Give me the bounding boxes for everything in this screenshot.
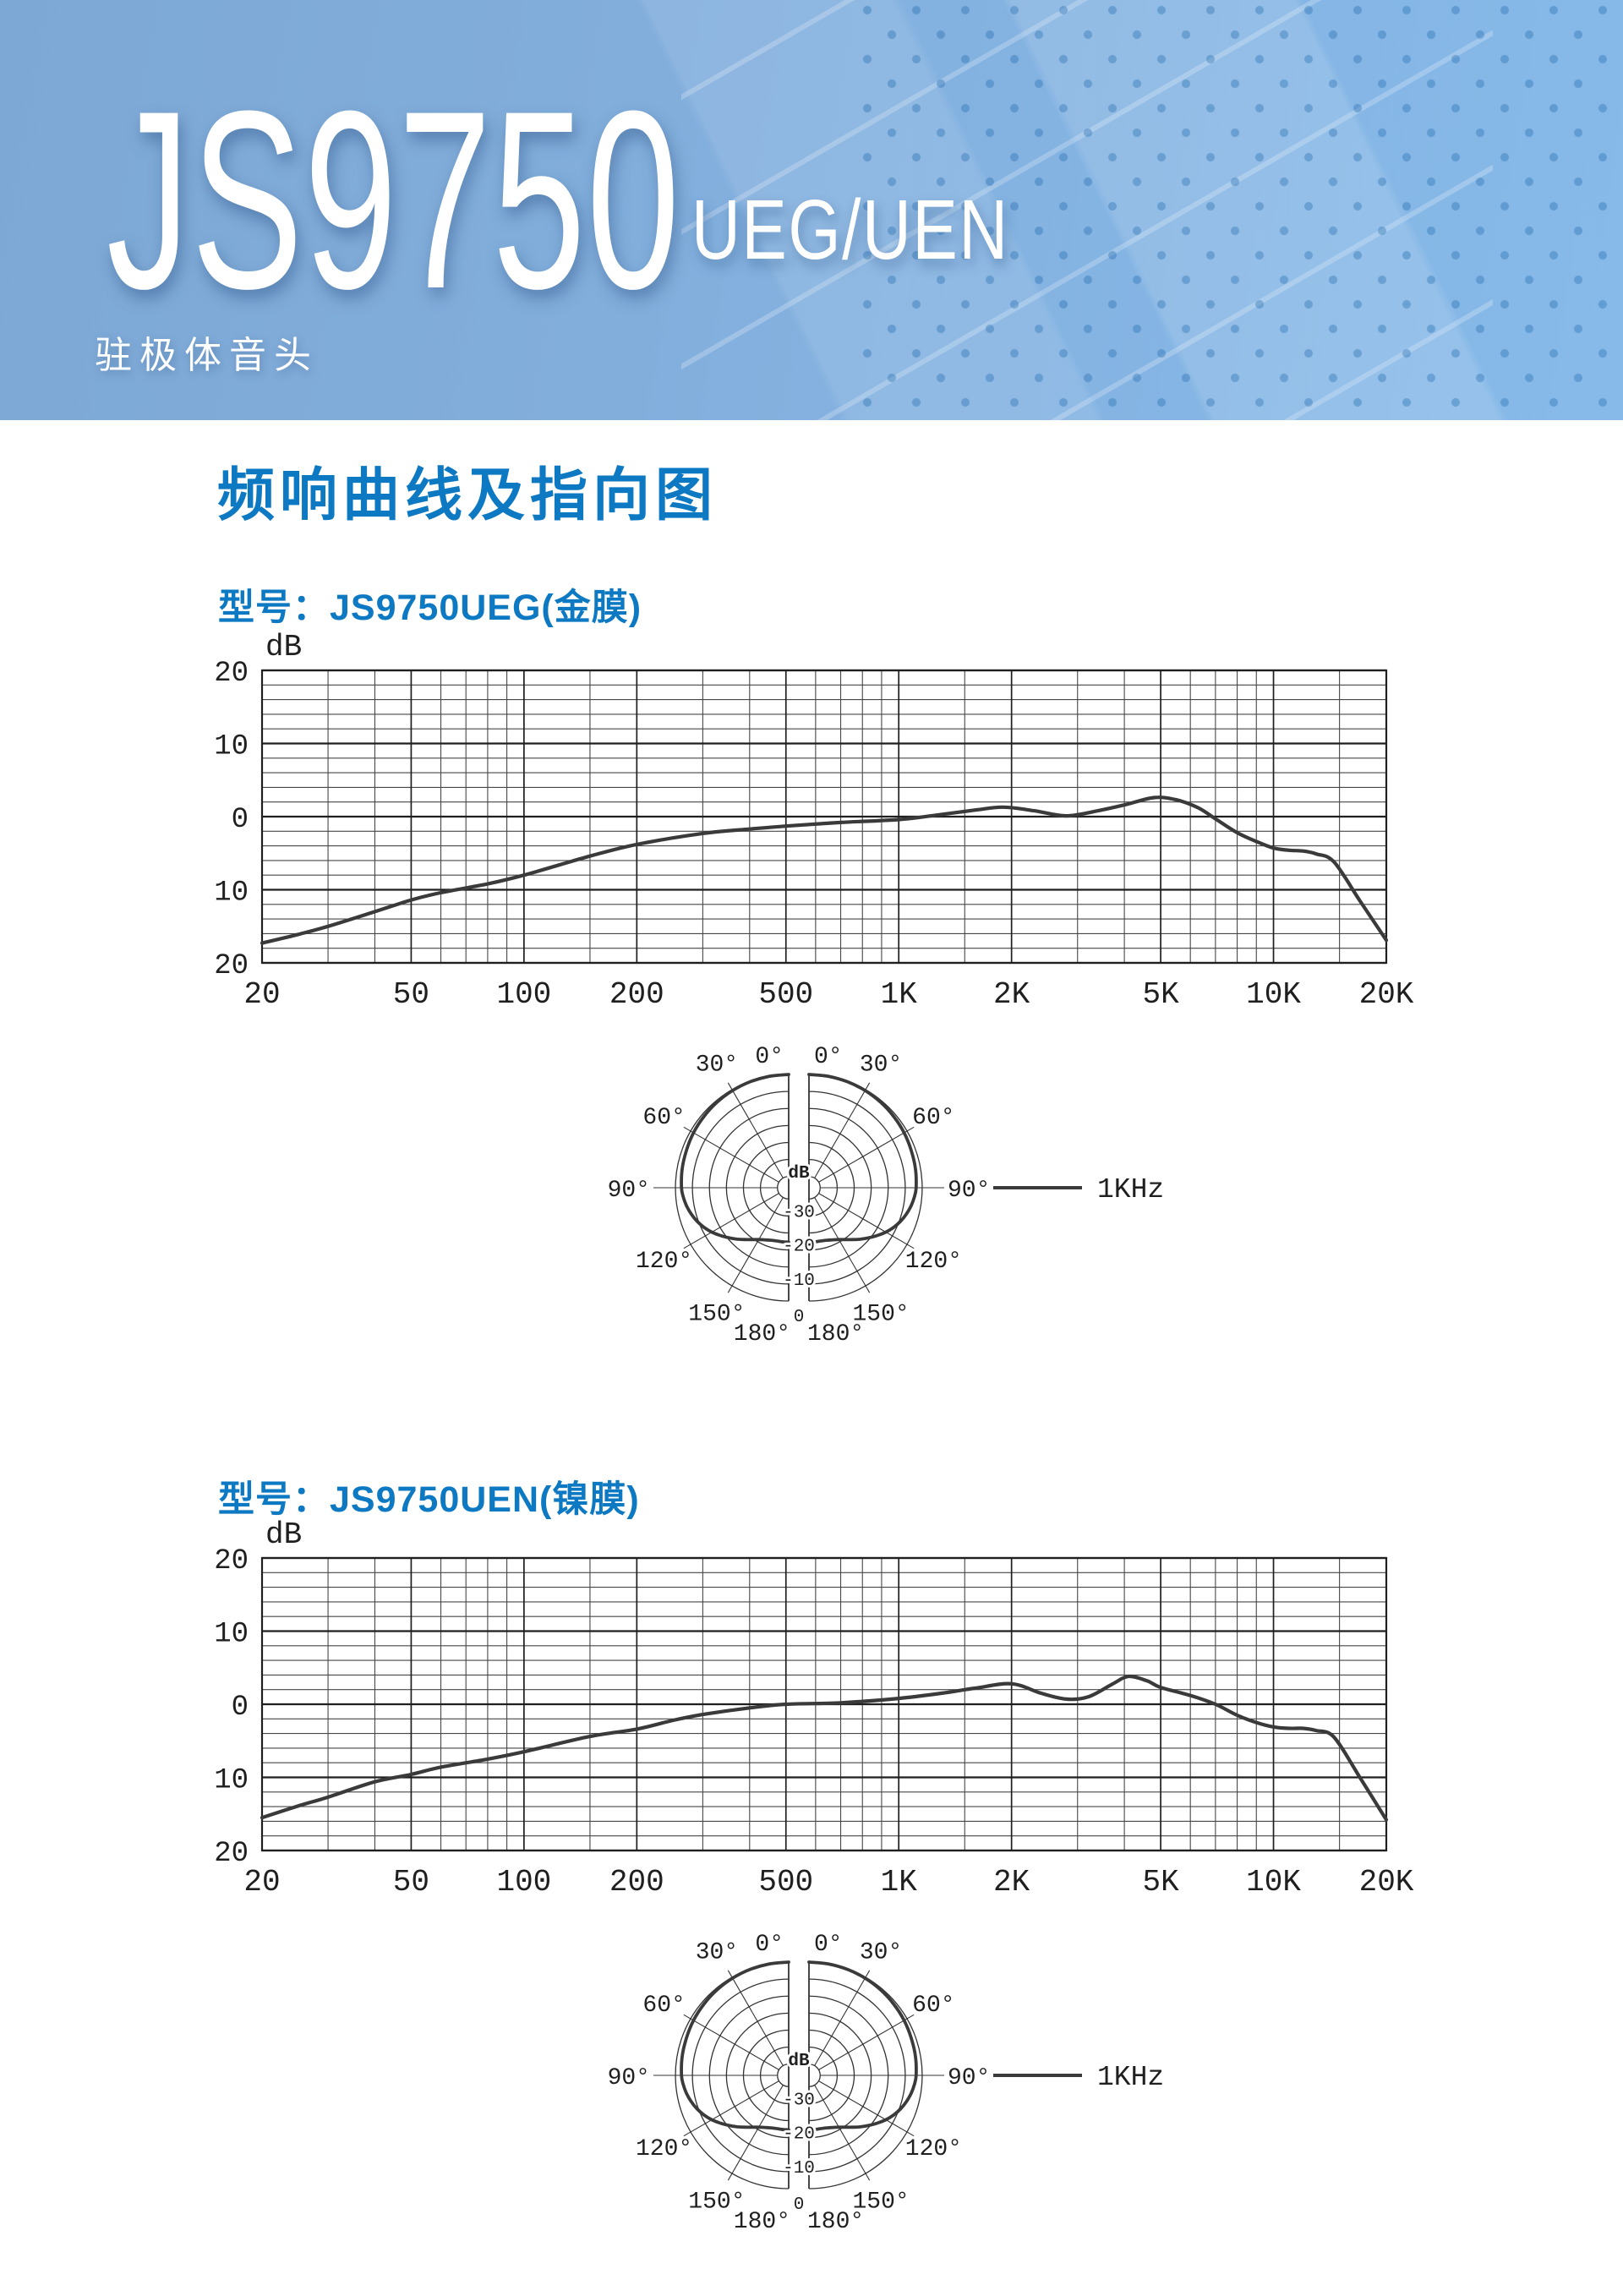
svg-text:10: 10 — [214, 731, 249, 763]
svg-text:180°: 180° — [734, 1321, 790, 1348]
svg-text:0°: 0° — [814, 1932, 843, 1958]
svg-text:dB: dB — [265, 1517, 302, 1552]
svg-text:0°: 0° — [755, 1044, 784, 1070]
svg-text:30°: 30° — [696, 1940, 738, 1966]
svg-text:1K: 1K — [881, 977, 918, 1012]
svg-text:180°: 180° — [807, 1321, 864, 1348]
svg-text:200: 200 — [609, 1865, 664, 1900]
svg-text:90°: 90° — [608, 2065, 650, 2091]
svg-text:5K: 5K — [1142, 1865, 1179, 1900]
header-diagonal-wash-decoration — [0, 0, 1623, 420]
svg-text:10: 10 — [214, 877, 249, 910]
svg-text:1KHz: 1KHz — [1097, 1174, 1164, 1205]
svg-text:-20: -20 — [783, 2125, 815, 2145]
svg-text:150°: 150° — [852, 1301, 909, 1327]
svg-text:60°: 60° — [642, 1105, 685, 1131]
svg-text:90°: 90° — [948, 1178, 990, 1204]
svg-text:-30: -30 — [783, 1203, 815, 1222]
svg-text:500: 500 — [758, 977, 813, 1012]
section-title: 频响曲线及指向图 — [217, 463, 719, 528]
svg-text:-10: -10 — [783, 1271, 815, 1291]
model-ueg-label: 型号：JS9750UEG(金膜) — [218, 588, 642, 628]
svg-text:0: 0 — [794, 2195, 805, 2215]
svg-text:90°: 90° — [608, 1178, 650, 1204]
svg-text:10K: 10K — [1246, 1865, 1301, 1900]
svg-text:20K: 20K — [1359, 977, 1414, 1012]
svg-text:10: 10 — [214, 1765, 249, 1797]
svg-text:20K: 20K — [1359, 1865, 1414, 1900]
uen-polar-pattern-chart: 0°30°60°90°120°150°180°0° 30°60°90°120°15… — [608, 1932, 1165, 2235]
svg-text:120°: 120° — [905, 2136, 962, 2162]
svg-text:120°: 120° — [636, 1249, 692, 1275]
header-banner: JS9750 UEG/UEN 驻极体音头 — [0, 0, 1623, 420]
svg-text:0°: 0° — [814, 1044, 843, 1070]
product-variant-label: UEG/UEN — [691, 183, 1009, 277]
svg-text:150°: 150° — [688, 2189, 745, 2215]
svg-text:-30: -30 — [783, 2091, 815, 2110]
svg-text:10: 10 — [214, 1619, 249, 1651]
svg-text:60°: 60° — [912, 1105, 954, 1131]
ueg-polar-pattern-chart: 0°30°60°90°120°150°180°0° 30°60°90°120°15… — [608, 1044, 1165, 1348]
svg-text:5K: 5K — [1142, 977, 1179, 1012]
svg-text:50: 50 — [393, 1865, 429, 1900]
svg-text:180°: 180° — [807, 2209, 864, 2235]
svg-text:120°: 120° — [636, 2136, 692, 2162]
svg-text:20: 20 — [214, 950, 249, 982]
svg-text:20: 20 — [243, 1865, 280, 1900]
svg-text:20: 20 — [214, 658, 249, 690]
svg-text:60°: 60° — [642, 1993, 685, 2019]
svg-text:0: 0 — [232, 1692, 249, 1724]
svg-text:2K: 2K — [993, 1865, 1030, 1900]
svg-text:100: 100 — [496, 977, 551, 1012]
header-stripes-decoration — [681, 0, 1494, 420]
svg-text:150°: 150° — [852, 2189, 909, 2215]
product-model-title: JS9750 — [107, 57, 681, 342]
svg-text:20: 20 — [243, 977, 280, 1012]
svg-text:dB: dB — [788, 2052, 810, 2071]
svg-text:120°: 120° — [905, 1249, 962, 1275]
header-dot-pattern-decoration — [860, 0, 1623, 420]
svg-text:180°: 180° — [734, 2209, 790, 2235]
svg-text:10K: 10K — [1246, 977, 1301, 1012]
model-uen-label: 型号：JS9750UEN(镍膜) — [218, 1479, 640, 1520]
svg-text:0: 0 — [232, 804, 249, 836]
svg-text:30°: 30° — [696, 1052, 738, 1079]
svg-text:0°: 0° — [755, 1932, 784, 1958]
svg-text:30°: 30° — [860, 1052, 902, 1079]
svg-text:0: 0 — [794, 1308, 805, 1327]
svg-text:dB: dB — [788, 1164, 810, 1184]
svg-text:1KHz: 1KHz — [1097, 2062, 1164, 2093]
svg-text:1K: 1K — [881, 1865, 918, 1900]
svg-text:500: 500 — [758, 1865, 813, 1900]
svg-text:20: 20 — [214, 1545, 249, 1577]
svg-text:150°: 150° — [688, 1301, 745, 1327]
svg-text:-10: -10 — [783, 2159, 815, 2178]
svg-text:100: 100 — [496, 1865, 551, 1900]
svg-text:30°: 30° — [860, 1940, 902, 1966]
product-type-label: 驻极体音头 — [95, 335, 319, 376]
svg-text:50: 50 — [393, 977, 429, 1012]
svg-text:-20: -20 — [783, 1238, 815, 1257]
svg-text:20: 20 — [214, 1838, 249, 1870]
svg-text:60°: 60° — [912, 1993, 954, 2019]
svg-text:2K: 2K — [993, 977, 1030, 1012]
svg-text:200: 200 — [609, 977, 664, 1012]
svg-text:dB: dB — [265, 630, 302, 664]
svg-text:90°: 90° — [948, 2065, 990, 2091]
